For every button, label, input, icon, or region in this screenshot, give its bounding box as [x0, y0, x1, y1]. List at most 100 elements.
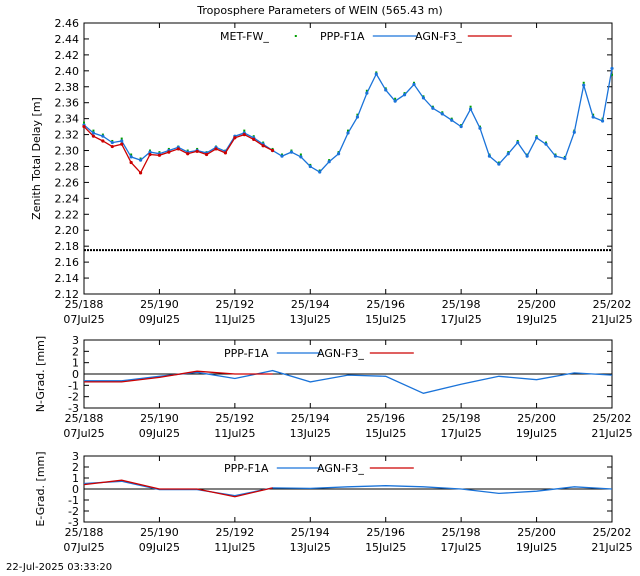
y-tick-label: 2.46 [55, 17, 80, 30]
x-tick-label: 25/196 [366, 526, 405, 539]
data-point [336, 152, 341, 156]
y-tick-label: 2.32 [55, 129, 80, 142]
x-tick-label: 25/188 [65, 412, 104, 425]
x-tick-date-label: 09Jul25 [139, 313, 180, 326]
y-axis-label: E-Grad. [mm] [34, 451, 47, 526]
x-tick-label: 25/190 [140, 526, 179, 539]
y-tick-label: -1 [68, 494, 79, 507]
data-point [91, 131, 96, 135]
data-point [120, 139, 124, 143]
legend-label: AGN-F3_ [317, 347, 364, 360]
data-point [176, 147, 180, 151]
x-tick-label: 25/202 [593, 526, 632, 539]
data-point [384, 88, 388, 92]
data-point [394, 97, 397, 100]
x-tick-label: 25/198 [442, 412, 481, 425]
x-tick-date-label: 13Jul25 [290, 541, 331, 554]
data-point [120, 137, 123, 140]
y-tick-label: 2.44 [55, 33, 80, 46]
data-point [308, 164, 312, 169]
legend-swatch [294, 35, 297, 37]
legend-label: PPP-F1A [320, 30, 365, 43]
data-point [459, 125, 463, 129]
data-point [468, 107, 473, 111]
x-tick-date-label: 07Jul25 [63, 541, 104, 554]
data-point [497, 162, 501, 166]
x-tick-date-label: 13Jul25 [290, 313, 331, 326]
data-point [572, 130, 576, 134]
data-point [129, 160, 133, 165]
plot-frame [83, 22, 613, 295]
x-tick-date-label: 11Jul25 [214, 313, 255, 326]
data-point [365, 89, 368, 92]
y-tick-label: 0 [72, 483, 79, 496]
x-tick-label: 25/198 [442, 526, 481, 539]
data-point [83, 121, 85, 124]
y-tick-label: -2 [68, 505, 79, 518]
x-tick-date-label: 21Jul25 [591, 427, 632, 440]
timestamp-footer: 22-Jul-2025 03:33:20 [6, 562, 113, 573]
x-tick-label: 25/202 [593, 298, 632, 311]
data-point [356, 113, 359, 116]
y-tick-label: 1 [72, 472, 79, 485]
y-tick-label: 2.20 [55, 224, 80, 237]
x-tick-label: 25/192 [216, 412, 255, 425]
data-point [582, 83, 586, 87]
y-tick-label: 2 [72, 345, 79, 358]
data-point [450, 118, 454, 122]
data-point [469, 105, 472, 108]
y-tick-label: 2.16 [55, 256, 80, 269]
data-point [516, 140, 520, 145]
data-point [365, 91, 369, 95]
x-tick-date-label: 19Jul25 [516, 313, 557, 326]
data-point [478, 126, 482, 130]
y-tick-label: -2 [68, 391, 79, 404]
legend-label: PPP-F1A [224, 462, 269, 475]
y-tick-label: 2.26 [55, 176, 80, 189]
y-tick-label: 2.30 [55, 145, 80, 158]
series-line-agn-f3- [83, 479, 273, 498]
data-point [101, 139, 105, 143]
data-point [110, 144, 114, 149]
y-tick-label: 2.40 [55, 65, 80, 78]
data-point [233, 136, 237, 140]
x-tick-label: 25/196 [366, 298, 405, 311]
data-point [270, 148, 275, 153]
data-point [280, 154, 284, 158]
y-tick-label: 2.34 [55, 113, 80, 126]
x-tick-label: 25/190 [140, 298, 179, 311]
x-tick-label: 25/194 [291, 526, 330, 539]
x-tick-label: 25/200 [517, 298, 556, 311]
data-point [157, 153, 162, 157]
y-tick-label: 1 [72, 357, 79, 370]
data-point [92, 129, 95, 132]
x-tick-label: 25/198 [442, 298, 481, 311]
data-point [148, 152, 152, 157]
data-point [186, 152, 190, 156]
x-tick-date-label: 19Jul25 [516, 427, 557, 440]
data-point [289, 150, 294, 154]
legend-label: MET-FW_ [220, 30, 269, 43]
y-tick-label: 2.24 [55, 192, 80, 205]
data-point [110, 140, 114, 145]
y-tick-label: 2.12 [55, 288, 80, 301]
data-point [440, 112, 444, 116]
data-point [204, 152, 209, 157]
data-point [101, 134, 105, 138]
y-axis-label: N-Grad. [mm] [34, 336, 47, 412]
data-point [592, 113, 595, 116]
data-point [525, 154, 529, 158]
data-point [138, 171, 143, 175]
x-tick-date-label: 17Jul25 [441, 427, 482, 440]
series-line-agn-f3- [84, 370, 273, 383]
data-point [138, 158, 143, 162]
data-point [299, 153, 302, 156]
legend-label: PPP-F1A [224, 347, 269, 360]
x-tick-date-label: 15Jul25 [365, 541, 406, 554]
data-point [252, 137, 256, 141]
data-point [487, 154, 492, 158]
y-tick-label: 2.18 [55, 240, 80, 253]
x-tick-label: 25/192 [216, 298, 255, 311]
x-tick-label: 25/200 [517, 412, 556, 425]
x-tick-label: 25/202 [593, 412, 632, 425]
